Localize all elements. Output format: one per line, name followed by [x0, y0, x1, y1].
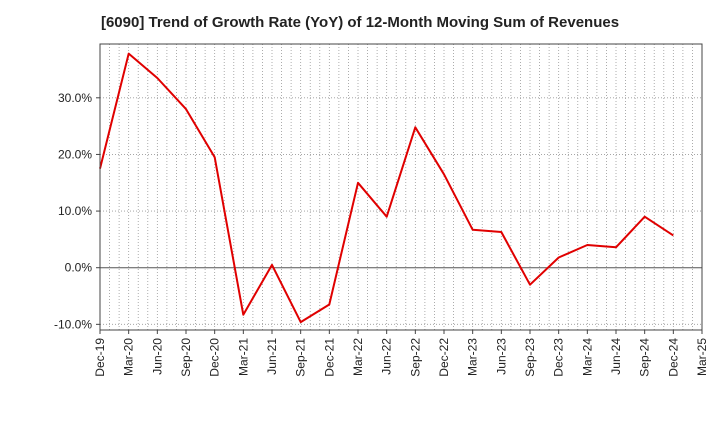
x-tick-label: Dec-20 — [208, 338, 222, 377]
x-tick-label: Sep-21 — [294, 338, 308, 377]
x-tick-label: Dec-24 — [666, 338, 680, 377]
chart-title: [6090] Trend of Growth Rate (YoY) of 12-… — [100, 14, 620, 31]
x-tick-label: Sep-23 — [523, 338, 537, 377]
x-tick-label: Jun-21 — [265, 338, 279, 375]
x-tick-label: Jun-22 — [380, 338, 394, 375]
x-tick-labels: Dec-19 Mar-20 Jun-20 Sep-20 Dec-20 Mar-21 Jun-… — [93, 330, 709, 377]
x-tick-label: Dec-23 — [552, 338, 566, 377]
x-tick-label: Jun-24 — [609, 338, 623, 375]
series-layer — [99, 52, 674, 324]
y-tick-label: 30.0% — [58, 91, 92, 105]
y-tick-label: 20.0% — [58, 147, 92, 161]
x-tick-label: Mar-24 — [580, 338, 594, 376]
x-tick-label: Sep-22 — [408, 338, 422, 377]
x-tick-label: Jun-20 — [150, 338, 164, 375]
grid-layer — [100, 44, 702, 330]
x-tick-label: Dec-19 — [93, 338, 107, 377]
y-tick-label: 0.0% — [65, 261, 93, 275]
y-tick-labels: 30.0% 20.0% 10.0% 0.0% -10.0% — [54, 91, 100, 331]
x-tick-label: Mar-23 — [466, 338, 480, 376]
x-tick-label: Mar-21 — [236, 338, 250, 376]
plot-frame — [99, 43, 703, 331]
y-tick-label: -10.0% — [54, 317, 92, 331]
x-tick-label: Mar-22 — [351, 338, 365, 376]
x-tick-label: Dec-21 — [322, 338, 336, 377]
series-line — [99, 52, 674, 324]
x-tick-label: Jun-23 — [494, 338, 508, 375]
y-tick-label: 10.0% — [58, 204, 92, 218]
x-tick-label: Mar-20 — [122, 338, 136, 376]
x-tick-label: Mar-25 — [695, 338, 709, 376]
x-tick-label: Sep-20 — [179, 338, 193, 377]
x-tick-label: Dec-22 — [437, 338, 451, 377]
plot-frame-layer — [99, 43, 703, 331]
x-tick-label: Sep-24 — [638, 338, 652, 377]
